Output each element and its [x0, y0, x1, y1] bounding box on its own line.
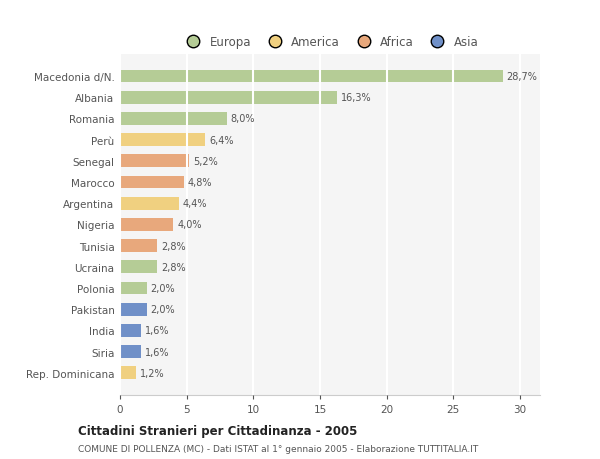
Bar: [120, 92, 337, 104]
Text: 1,6%: 1,6%: [145, 347, 170, 357]
Bar: [120, 240, 157, 252]
Bar: [120, 261, 157, 274]
Text: 2,8%: 2,8%: [161, 262, 186, 272]
Text: 4,8%: 4,8%: [188, 178, 212, 188]
Bar: [120, 303, 146, 316]
Text: 6,4%: 6,4%: [209, 135, 234, 146]
Text: 2,0%: 2,0%: [151, 304, 175, 314]
Legend: Europa, America, Africa, Asia: Europa, America, Africa, Asia: [179, 34, 481, 51]
Text: 8,0%: 8,0%: [230, 114, 255, 124]
Bar: [120, 176, 184, 189]
Text: 1,2%: 1,2%: [140, 368, 164, 378]
Bar: [120, 282, 146, 295]
Bar: [120, 325, 142, 337]
Text: COMUNE DI POLLENZA (MC) - Dati ISTAT al 1° gennaio 2005 - Elaborazione TUTTITALI: COMUNE DI POLLENZA (MC) - Dati ISTAT al …: [78, 444, 478, 453]
Text: 1,6%: 1,6%: [145, 326, 170, 336]
Bar: [120, 71, 503, 83]
Text: 4,4%: 4,4%: [182, 199, 207, 209]
Text: 5,2%: 5,2%: [193, 157, 218, 167]
Text: 2,8%: 2,8%: [161, 241, 186, 251]
Text: 28,7%: 28,7%: [506, 72, 538, 82]
Bar: [120, 367, 136, 379]
Bar: [120, 346, 142, 358]
Text: 4,0%: 4,0%: [178, 220, 202, 230]
Bar: [120, 218, 173, 231]
Text: Cittadini Stranieri per Cittadinanza - 2005: Cittadini Stranieri per Cittadinanza - 2…: [78, 424, 358, 437]
Text: 2,0%: 2,0%: [151, 283, 175, 293]
Bar: [120, 134, 205, 147]
Text: 16,3%: 16,3%: [341, 93, 372, 103]
Bar: [120, 155, 190, 168]
Bar: [120, 197, 179, 210]
Bar: [120, 113, 227, 125]
